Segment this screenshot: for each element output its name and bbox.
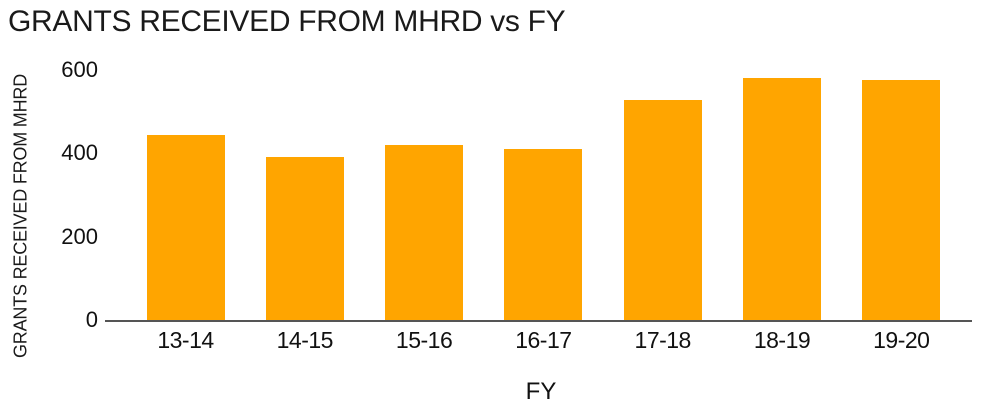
bar-16-17[interactable]	[504, 149, 583, 320]
bar-18-19[interactable]	[743, 77, 821, 320]
y-tick-label-200: 200	[61, 223, 98, 249]
x-tick-label-17-18: 17-18	[634, 327, 692, 353]
bar-15-16[interactable]	[385, 144, 464, 320]
y-tick-label-600: 600	[61, 57, 98, 82]
y-tick-label-0: 0	[85, 307, 98, 332]
x-tick-label-19-20: 19-20	[873, 327, 930, 353]
x-tick-label-15-16: 15-16	[395, 327, 453, 353]
bar-14-15[interactable]	[265, 156, 344, 320]
y-tick-label-400: 400	[61, 140, 98, 166]
bar-17-18[interactable]	[623, 100, 702, 320]
x-tick-label-14-15: 14-15	[276, 327, 334, 353]
plot-area	[105, 70, 972, 322]
x-tick-label-16-17: 16-17	[515, 327, 572, 353]
x-tick-label-18-19: 18-19	[753, 327, 811, 353]
bar-13-14[interactable]	[146, 134, 225, 320]
x-tick-label-13-14: 13-14	[157, 327, 214, 353]
x-axis-title: FY	[525, 378, 557, 405]
chart-title: GRANTS RECEIVED FROM MHRD vs FY	[8, 5, 566, 38]
bar-19-20[interactable]	[862, 79, 941, 320]
